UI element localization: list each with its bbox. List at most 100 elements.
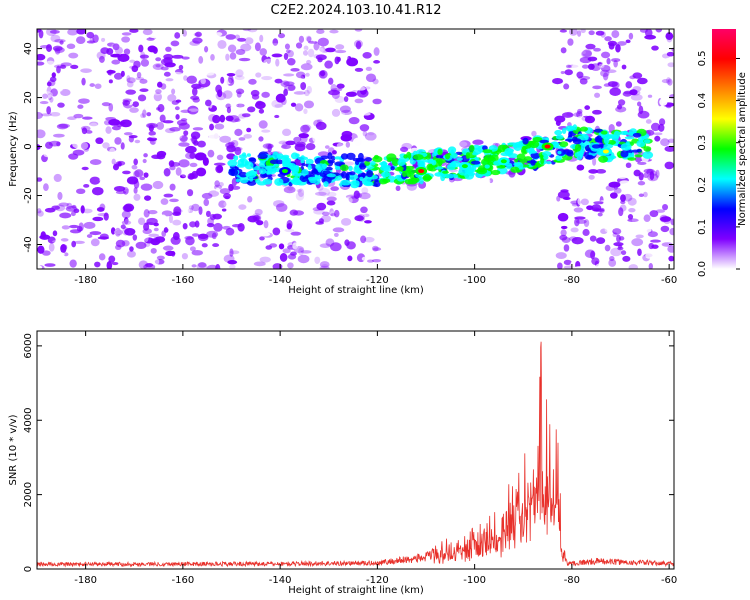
noise-blob — [605, 69, 617, 73]
noise-blob — [276, 203, 288, 212]
snr-x-axis-label: Height of straight line (km) — [288, 585, 424, 596]
noise-blob — [120, 259, 128, 269]
signal-blob — [402, 170, 408, 178]
noise-blob — [300, 81, 307, 91]
noise-blob — [274, 114, 280, 119]
noise-blob — [169, 198, 179, 203]
noise-blob — [128, 135, 134, 143]
noise-blob — [360, 206, 368, 214]
noise-blob — [530, 100, 538, 108]
noise-blob — [72, 76, 78, 86]
noise-blob — [581, 50, 586, 55]
noise-blob — [51, 72, 56, 78]
noise-blob — [192, 127, 204, 131]
noise-blob — [37, 245, 45, 254]
noise-blob — [660, 225, 670, 233]
noise-blob — [615, 52, 620, 58]
signal-blob — [334, 156, 342, 160]
noise-blob — [356, 193, 362, 198]
noise-blob — [643, 168, 655, 174]
noise-blob — [295, 71, 306, 79]
noise-blob — [255, 72, 262, 78]
noise-blob — [287, 262, 294, 269]
noise-blob — [624, 74, 630, 80]
noise-blob — [228, 183, 234, 192]
noise-blob — [300, 250, 312, 254]
noise-blob — [179, 135, 188, 143]
noise-blob — [287, 84, 296, 91]
noise-blob — [355, 86, 367, 91]
signal-blob — [407, 177, 418, 185]
noise-blob — [101, 102, 111, 107]
noise-blob — [563, 259, 572, 266]
noise-blob — [160, 214, 167, 224]
noise-blob — [39, 101, 49, 105]
noise-blob — [480, 116, 485, 122]
noise-blob — [37, 129, 46, 139]
noise-blob — [360, 108, 367, 114]
noise-blob — [67, 29, 79, 36]
noise-blob — [635, 234, 644, 239]
noise-blob — [132, 234, 138, 241]
signal-blob — [437, 148, 443, 156]
noise-blob — [89, 37, 95, 44]
noise-blob — [616, 104, 623, 110]
noise-blob — [346, 57, 359, 67]
signal-blob — [643, 139, 651, 144]
noise-blob — [178, 159, 190, 168]
noise-blob — [587, 63, 595, 70]
noise-blob — [212, 213, 222, 220]
noise-blob — [361, 256, 369, 262]
noise-blob — [304, 29, 314, 35]
noise-blob — [604, 227, 610, 233]
noise-blob — [481, 207, 491, 214]
noise-blob — [193, 192, 200, 197]
signal-blob — [514, 158, 519, 163]
signal-blob — [574, 143, 582, 152]
noise-blob — [655, 169, 660, 179]
signal-blob — [591, 144, 601, 149]
noise-blob — [63, 234, 70, 240]
noise-blob — [297, 254, 310, 264]
noise-blob — [312, 134, 318, 143]
noise-blob — [378, 264, 389, 269]
noise-blob — [172, 232, 180, 241]
noise-blob — [105, 126, 112, 134]
noise-blob — [506, 247, 514, 252]
noise-blob — [112, 163, 120, 171]
noise-blob — [215, 32, 223, 37]
signal-blob — [643, 146, 652, 152]
noise-blob — [337, 111, 345, 117]
noise-blob — [215, 164, 224, 174]
noise-blob — [588, 30, 595, 36]
signal-blob — [631, 149, 640, 153]
noise-blob — [205, 99, 212, 107]
noise-blob — [168, 29, 173, 32]
noise-blob — [304, 89, 310, 97]
noise-blob — [77, 104, 84, 109]
signal-blob — [482, 145, 488, 151]
noise-blob — [94, 261, 101, 268]
signal-blob — [482, 149, 493, 154]
noise-blob — [192, 233, 200, 237]
noise-blob — [660, 138, 670, 147]
noise-blob — [162, 120, 174, 124]
noise-blob — [142, 158, 147, 164]
noise-blob — [75, 36, 86, 44]
noise-blob — [38, 29, 44, 39]
noise-blob — [473, 106, 480, 113]
noise-blob — [122, 98, 132, 103]
noise-blob — [324, 60, 333, 69]
noise-blob — [103, 212, 109, 221]
noise-blob — [408, 261, 416, 269]
noise-blob — [64, 53, 76, 61]
noise-blob — [164, 127, 176, 134]
signal-blob — [356, 170, 363, 174]
noise-blob — [552, 78, 564, 85]
noise-blob — [272, 38, 279, 46]
noise-blob — [160, 83, 167, 90]
noise-blob — [568, 236, 578, 241]
noise-blob — [660, 216, 672, 222]
noise-blob — [198, 206, 203, 215]
signal-blob — [636, 139, 646, 148]
